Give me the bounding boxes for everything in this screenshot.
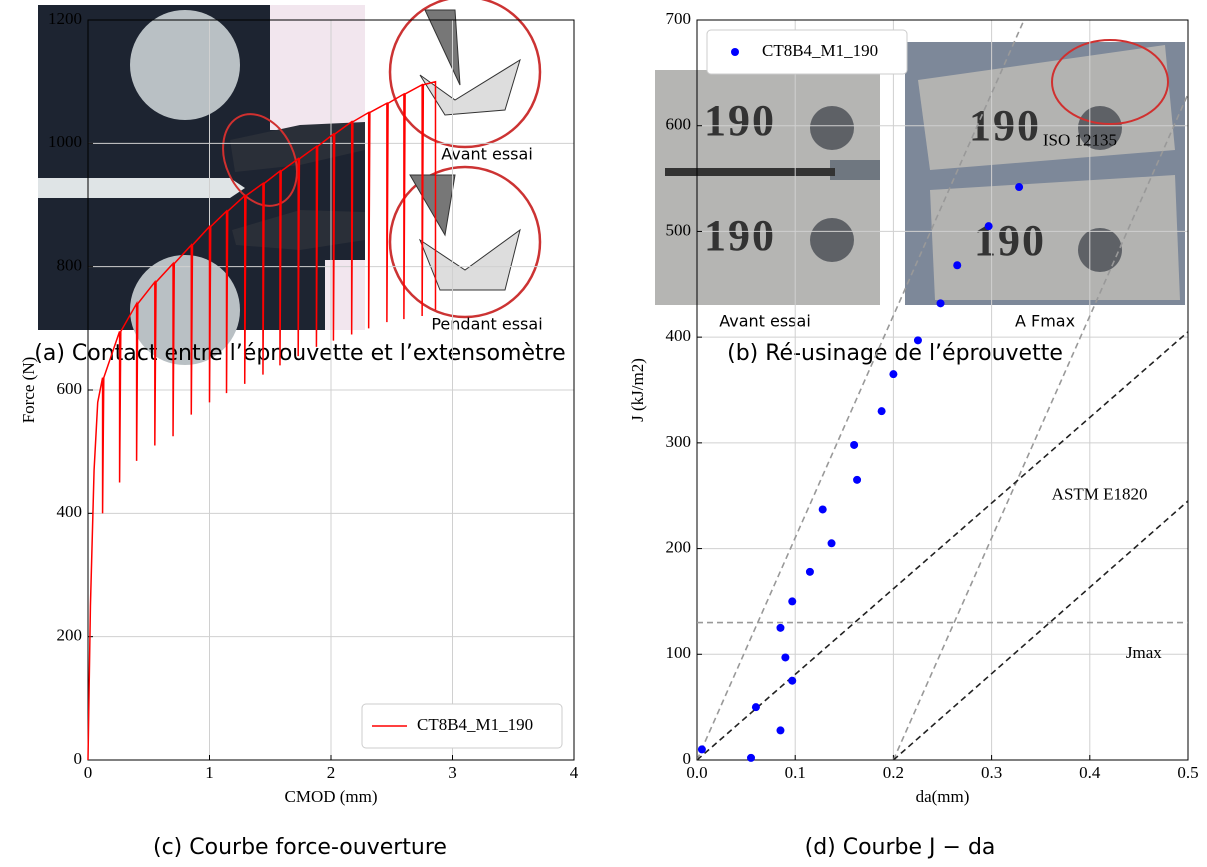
point — [953, 261, 962, 270]
caption: (b) Ré-usinage de l’éprouvette — [727, 341, 1063, 366]
point — [913, 336, 922, 345]
y-tick-label: 500 — [666, 220, 692, 239]
plot-frame — [696, 19, 1189, 761]
x-tick-label: 0.0 — [686, 763, 707, 782]
photo-label: Pendant essai — [431, 315, 542, 334]
point — [827, 539, 836, 548]
chart: 0.0 0.1 0.2 0.3 0.4 0.5 0 100 200 300 400 500 600 700… — [628, 9, 1199, 860]
reference-line — [892, 93, 1188, 760]
y-tick-label: 0 — [74, 749, 83, 768]
x-tick-label: 0.4 — [1079, 763, 1101, 782]
point — [984, 222, 993, 231]
y-tick-label: 800 — [57, 256, 83, 275]
plot-frame — [87, 19, 575, 761]
point — [776, 726, 785, 735]
reference-line — [697, 20, 1025, 760]
x-tick-label: 0.3 — [981, 763, 1002, 782]
x-axis-label: CMOD (mm) — [284, 787, 377, 806]
x-tick-label: 0.2 — [883, 763, 904, 782]
x-tick-label: 3 — [448, 763, 457, 782]
engraving: 190 — [974, 216, 1046, 265]
photo-b — [655, 39, 1185, 305]
point — [936, 299, 945, 308]
x-tick-label: 1 — [205, 763, 214, 782]
y-tick-label: 200 — [57, 626, 83, 645]
caption: (d) Courbe J − da — [805, 835, 996, 860]
point — [853, 475, 862, 484]
photo-label: A Fmax — [1015, 312, 1075, 331]
x-axis-label: da(mm) — [916, 787, 970, 806]
x-tick-label: 0 — [84, 763, 93, 782]
y-tick-label: 400 — [666, 326, 692, 345]
engraving: 190 — [704, 96, 776, 145]
legend-box — [361, 703, 563, 749]
photo-label: Avant essai — [441, 145, 533, 164]
point — [850, 440, 859, 449]
y-tick-label: 600 — [57, 379, 83, 398]
y-tick-label: 700 — [666, 9, 692, 28]
y-axis-label: Force (N) — [19, 357, 38, 424]
x-tick-label: 2 — [327, 763, 336, 782]
y-tick-label: 300 — [666, 432, 692, 451]
y-tick-label: 0 — [683, 749, 692, 768]
caption: (a) Contact entre l’éprouvette et l’exte… — [34, 341, 565, 366]
chart: 0 1 2 3 4 0 200 400 600 800 1000 1200 CMOD (mm) Force… — [19, 9, 579, 860]
legend-label: CT8B4_M1_190 — [417, 715, 533, 734]
annotation: ASTM E1820 — [1052, 485, 1148, 504]
legend-swatch — [731, 48, 739, 56]
photo-a — [38, 0, 542, 365]
data-line — [87, 80, 437, 761]
point — [776, 623, 785, 632]
point — [818, 505, 827, 514]
legend-label: CT8B4_M1_190 — [762, 41, 878, 60]
engraving: 190 — [704, 211, 776, 260]
y-tick-label: 100 — [666, 643, 692, 662]
photo-label: Avant essai — [719, 312, 811, 331]
reference-line — [892, 500, 1188, 760]
point — [781, 653, 790, 662]
x-tick-label: 4 — [570, 763, 579, 782]
point — [805, 567, 814, 576]
y-tick-label: 1200 — [48, 9, 82, 28]
y-tick-label: 200 — [666, 537, 692, 556]
reference-line — [697, 331, 1188, 760]
point — [889, 370, 898, 379]
y-tick-label: 600 — [666, 115, 692, 134]
point — [1015, 183, 1024, 192]
x-tick-label: 0.5 — [1177, 763, 1198, 782]
caption: (c) Courbe force-ouverture — [153, 835, 447, 860]
point — [788, 597, 797, 606]
point — [788, 676, 797, 685]
point — [877, 407, 886, 416]
annotation: ISO 12135 — [1043, 130, 1117, 149]
point — [751, 703, 760, 712]
x-tick-label: 0.1 — [785, 763, 806, 782]
y-tick-label: 1000 — [48, 132, 82, 151]
y-tick-label: 400 — [57, 502, 83, 521]
annotation: Jmax — [1126, 643, 1162, 662]
legend-box — [706, 29, 908, 75]
y-axis-label: J (kJ/m2) — [628, 358, 647, 422]
point — [697, 745, 706, 754]
point — [747, 753, 756, 762]
